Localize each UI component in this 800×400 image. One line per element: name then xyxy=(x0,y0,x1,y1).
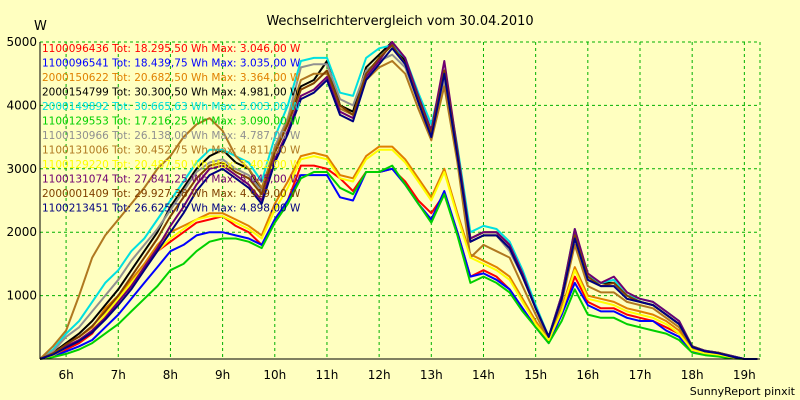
x-tick-label: 16h xyxy=(576,368,599,382)
series-line-8 xyxy=(39,60,758,360)
x-tick-label: 10h xyxy=(263,368,286,382)
x-tick-label: 6h xyxy=(58,368,73,382)
x-tick-label: 7h xyxy=(111,368,126,382)
legend: 1100096436 Tot: 18.295,50 Wh Max: 3.046,… xyxy=(42,43,301,215)
legend-entry-6: 1100129553 Tot: 17.216,25 Wh Max: 3.090,… xyxy=(42,116,301,128)
footer-credit: SunnyReport pinxit xyxy=(690,385,796,398)
y-tick-label: 5000 xyxy=(6,35,37,49)
x-tick-label: 13h xyxy=(420,368,443,382)
legend-entry-2: 1100096541 Tot: 18.439,75 Wh Max: 3.035,… xyxy=(42,58,301,70)
legend-entry-5: 2000149892 Tot: 30.665,63 Wh Max: 5.003,… xyxy=(42,101,301,113)
x-tick-label: 9h xyxy=(215,368,230,382)
x-tick-label: 11h xyxy=(316,368,339,382)
x-tick-label: 12h xyxy=(368,368,391,382)
y-tick-label: 1000 xyxy=(6,289,37,303)
x-tick-label: 17h xyxy=(629,368,652,382)
legend-entry-9: 1100129220 Tot: 20.487,50 Wh Max: 3.402,… xyxy=(42,159,301,171)
legend-entry-11: 2000001409 Tot: 29.927,38 Wh Max: 4.919,… xyxy=(42,188,301,200)
legend-entry-10: 1100131074 Tot: 27.841,25 Wh Max: 5.045,… xyxy=(42,174,301,186)
y-tick-label: 2000 xyxy=(6,225,37,239)
series-line-6 xyxy=(39,164,758,360)
series-line-10 xyxy=(39,41,758,360)
x-tick-label: 15h xyxy=(524,368,547,382)
x-tick-label: 18h xyxy=(681,368,704,382)
legend-entry-1: 1100096436 Tot: 18.295,50 Wh Max: 3.046,… xyxy=(42,43,301,55)
series-lines xyxy=(39,41,758,360)
axes: 1000 2000 3000 4000 5000 6h 7h 8h 9h 10h 11h 12h 13h… xyxy=(6,35,760,382)
y-tick-label: 4000 xyxy=(6,98,37,112)
y-axis-label: W xyxy=(34,19,47,34)
series-line-12 xyxy=(39,47,758,360)
legend-entry-12: 1100213451 Tot: 26.625,75 Wh Max: 4.898,… xyxy=(42,203,301,215)
x-tick-label: 14h xyxy=(472,368,495,382)
chart-title: Wechselrichtervergleich vom 30.04.2010 xyxy=(266,14,533,29)
legend-entry-7: 1100130966 Tot: 26.138,00 Wh Max: 4.787,… xyxy=(42,130,301,142)
legend-entry-3: 2000150622 Tot: 20.682,50 Wh Max: 3.364,… xyxy=(42,72,301,84)
legend-entry-8: 1100131006 Tot: 30.452,75 Wh Max: 4.811,… xyxy=(42,145,301,157)
x-tick-label: 8h xyxy=(163,368,178,382)
y-tick-label: 3000 xyxy=(6,162,37,176)
legend-entry-4: 2000154799 Tot: 30.300,50 Wh Max: 4.981,… xyxy=(42,87,301,99)
x-tick-label: 19h xyxy=(733,368,756,382)
